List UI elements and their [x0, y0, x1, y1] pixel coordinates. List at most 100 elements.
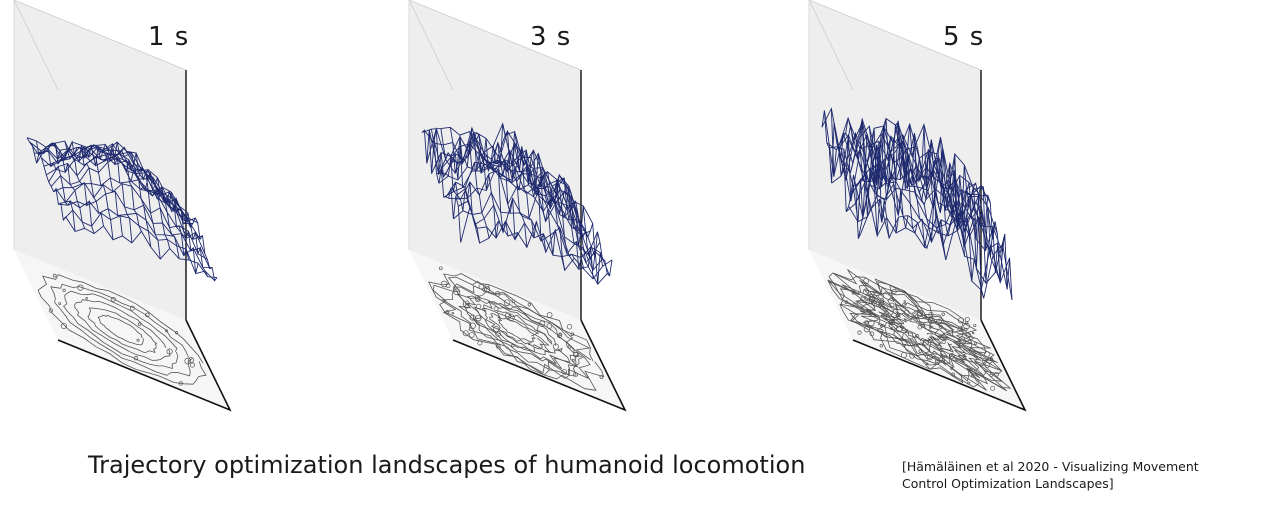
contour-blob	[190, 362, 195, 368]
contour-blob	[955, 357, 959, 361]
contour-blob	[451, 311, 455, 315]
contour-blob	[77, 284, 84, 291]
surface-line	[421, 126, 574, 218]
contour-blob	[868, 319, 875, 327]
contour-blob	[951, 372, 956, 377]
contour-blob	[469, 322, 476, 330]
surface-line	[34, 141, 187, 222]
panel-title-3s: 3 s	[530, 22, 572, 52]
surface-line	[544, 179, 585, 270]
contour-blob	[971, 374, 974, 378]
contour-line	[888, 311, 947, 351]
contour-blob	[869, 331, 875, 337]
surface-line	[438, 131, 591, 236]
landscape-panel-1s: 1 s	[10, 0, 330, 420]
contour-line	[489, 312, 546, 350]
contour-blob	[903, 309, 910, 316]
contour-blob	[950, 366, 954, 370]
contour-line	[63, 290, 179, 370]
contour-blob	[552, 343, 559, 350]
contour-line	[497, 316, 536, 343]
surface-line	[829, 116, 982, 227]
contour-blob	[891, 312, 897, 319]
contour-blob	[989, 373, 993, 377]
surface-line	[168, 192, 209, 277]
contour-blob	[566, 324, 573, 330]
floor-axis-lines	[852, 319, 1027, 412]
contour-blob	[469, 314, 476, 321]
contour-blob	[948, 353, 955, 360]
contour-blob	[493, 306, 499, 312]
surface-line	[535, 166, 575, 259]
contour-blob	[857, 330, 862, 335]
surface-line	[821, 107, 974, 226]
contour-blob	[844, 300, 849, 304]
contour-blob	[880, 324, 884, 328]
surface-line	[41, 141, 193, 225]
contour-blob	[896, 325, 903, 333]
contour-blob	[503, 299, 511, 306]
surface-line	[831, 121, 984, 234]
figure-caption: Trajectory optimization landscapes of hu…	[88, 451, 806, 479]
contour-blob	[558, 332, 563, 337]
contour-blob	[511, 299, 516, 304]
contour-blob	[851, 291, 855, 295]
contour-blob	[469, 332, 475, 338]
contour-line	[74, 299, 171, 361]
contour-blob	[175, 331, 179, 335]
contour-blob	[909, 352, 916, 359]
axes-panes	[408, 0, 627, 412]
pane-top-edge	[13, 0, 187, 91]
surface-line	[823, 110, 976, 224]
surface-line	[944, 163, 985, 299]
contour-line	[457, 293, 578, 370]
contour-blob	[438, 266, 443, 271]
surface-line	[840, 120, 994, 240]
contour-blob	[941, 339, 947, 345]
contour-blob	[561, 369, 568, 375]
contour-blob	[62, 288, 66, 292]
contour-blob	[989, 357, 994, 362]
surface-line	[426, 126, 579, 216]
panel-title-1s: 1 s	[148, 22, 190, 52]
contour-blob	[913, 312, 919, 318]
contour-blob	[527, 303, 531, 307]
contour-blob	[928, 317, 935, 325]
contour-blob	[868, 299, 874, 305]
contour-blob	[538, 320, 546, 327]
contour-blob	[922, 339, 929, 346]
contour-blob	[133, 356, 139, 361]
panel-title-5s: 5 s	[943, 22, 985, 52]
back-pane	[809, 0, 981, 320]
landscape-plot-3s	[408, 0, 627, 412]
contour-blob	[883, 311, 889, 317]
contour-blob	[879, 344, 883, 348]
landscape-panel-5s: 5 s	[805, 0, 1125, 420]
contour-blob	[990, 385, 996, 391]
contour-blob	[903, 344, 907, 347]
surface-line	[516, 150, 556, 256]
contour-blob	[484, 283, 490, 289]
contour-line	[87, 307, 158, 354]
contour-blob	[915, 334, 920, 339]
contour-blob	[936, 318, 943, 325]
contour-blob	[145, 312, 150, 318]
contour-blob	[889, 302, 895, 308]
contour-blob	[958, 336, 966, 343]
floor-contours	[37, 273, 207, 386]
contour-blob	[475, 303, 482, 310]
contour-line	[828, 272, 1004, 382]
contour-blob	[178, 381, 183, 386]
contour-line	[827, 279, 1012, 391]
floor-pane	[14, 250, 230, 410]
contour-blob	[462, 330, 469, 337]
surface-line	[506, 143, 547, 253]
contour-blob	[504, 312, 512, 319]
contour-blob	[527, 342, 531, 346]
contour-blob	[567, 345, 572, 349]
contour-blob	[917, 309, 924, 316]
contour-blob	[188, 357, 195, 364]
contour-blob	[984, 351, 990, 358]
contour-blob	[863, 278, 870, 284]
contour-blob	[928, 311, 934, 317]
